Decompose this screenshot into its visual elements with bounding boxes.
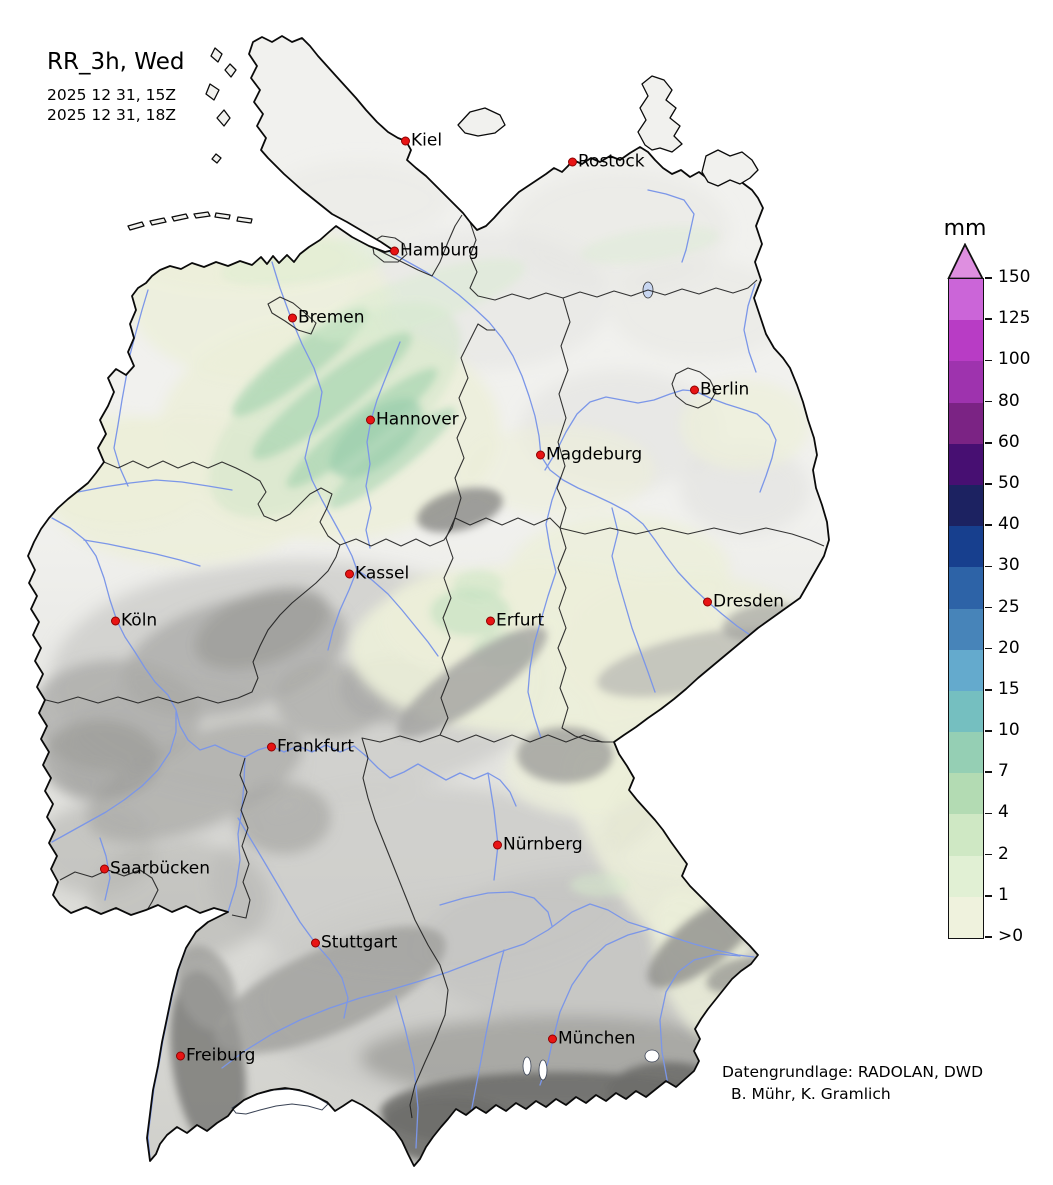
- river-neckar: [237, 817, 349, 1019]
- river-donau: [221, 903, 755, 1069]
- river-lippe: [77, 479, 233, 493]
- river-regnitz: [487, 772, 499, 881]
- map-title: RR_3h, Wed: [47, 49, 185, 75]
- island-ruegen: [637, 75, 683, 153]
- river-saale: [527, 477, 561, 739]
- river-ems: [113, 289, 149, 487]
- colorbar-tick: [985, 277, 992, 279]
- terrain-shading: [28, 160, 829, 1166]
- colorbar-segment: [949, 773, 983, 815]
- colorbar-tick-label: 40: [998, 514, 1020, 535]
- colorbar-tick-label: 30: [998, 555, 1020, 576]
- colorbar-tick-label: 2: [998, 843, 1009, 864]
- colorbar-segment: [949, 279, 983, 321]
- river-altmuehl: [439, 891, 553, 927]
- colorbar-tick: [985, 606, 992, 609]
- colorbar-tick-label: 80: [998, 390, 1020, 411]
- islands: [127, 47, 759, 231]
- colorbar-tick: [985, 483, 992, 485]
- credit-source: Datengrundlage: RADOLAN, DWD: [722, 1063, 984, 1081]
- river-inn: [659, 953, 741, 1086]
- colorbar-tick: [985, 853, 992, 856]
- colorbar-tick: [985, 400, 992, 403]
- river-werra: [356, 569, 439, 657]
- colorbar-overflow-arrow: [947, 243, 984, 279]
- colorbar-tick-label: >0: [998, 926, 1024, 947]
- colorbar-tick: [985, 812, 992, 815]
- colorbar-segment: [949, 814, 983, 856]
- colorbar-tick-label: 15: [998, 679, 1020, 700]
- river-isar: [539, 928, 651, 1086]
- timestamp-to: 2025 12 31, 18Z: [47, 106, 176, 125]
- colorbar-tick-label: 125: [998, 308, 1031, 329]
- river-peene: [647, 189, 695, 263]
- island-usedom: [701, 149, 759, 187]
- colorbar-tick-label: 1: [998, 884, 1009, 905]
- colorbar-segment: [949, 320, 983, 362]
- timestamp-from: 2025 12 31, 15Z: [47, 86, 176, 105]
- colorbar-tick: [985, 359, 992, 362]
- river-ruhr: [83, 539, 201, 567]
- rivers: [51, 189, 777, 1159]
- colorbar-tick-label: 150: [998, 267, 1031, 288]
- river-main: [244, 744, 517, 807]
- island-north-frisian: [205, 47, 237, 127]
- colorbar-tick-label: 50: [998, 473, 1020, 494]
- colorbar-tick: [985, 895, 992, 897]
- river-mosel: [51, 711, 177, 843]
- colorbar-segment: [949, 649, 983, 691]
- colorbar-tick: [985, 318, 992, 320]
- lake-starnberger-see: [538, 1059, 548, 1081]
- colorbar-tick-label: 25: [998, 596, 1020, 617]
- colorbar-segment: [949, 526, 983, 568]
- river-weser: [271, 261, 358, 651]
- colorbar-segment: [949, 608, 983, 650]
- data-credits: Datengrundlage: RADOLAN, DWD B. Mühr, K.…: [722, 1061, 983, 1106]
- river-elbe: [331, 214, 751, 636]
- lake-ammersee: [522, 1056, 532, 1076]
- lake-chiemsee: [644, 1049, 660, 1063]
- colorbar-tick-label: 7: [998, 761, 1009, 782]
- colorbar-unit-label: mm: [943, 216, 987, 241]
- island-helgoland: [211, 153, 222, 164]
- colorbar-segment: [949, 567, 983, 609]
- river-leine: [365, 341, 401, 549]
- colorbar-tick-label: 20: [998, 637, 1020, 658]
- colorbar-tick-label: 60: [998, 431, 1020, 452]
- river-havel-spree: [544, 389, 777, 493]
- colorbar-tick-label: 4: [998, 802, 1009, 823]
- colorbar-tick-label: 10: [998, 720, 1020, 741]
- colorbar-segment: [949, 402, 983, 444]
- colorbar-segment: [949, 443, 983, 485]
- colorbar-tick-label: 100: [998, 349, 1031, 370]
- colorbar-tick: [985, 647, 992, 650]
- colorbar-tick: [985, 730, 992, 732]
- colorbar-tick: [985, 441, 992, 444]
- colorbar-tick: [985, 524, 992, 526]
- colorbar-tick: [985, 771, 992, 774]
- colorbar-arrow-shape: [947, 243, 984, 279]
- river-lech: [469, 949, 505, 1119]
- colorbar-segment: [949, 732, 983, 774]
- colorbar-segment: [949, 484, 983, 527]
- colorbar-scale: [948, 278, 984, 939]
- colorbar-tick: [985, 689, 992, 691]
- river-oder: [743, 283, 757, 373]
- colorbar-segment: [949, 855, 983, 897]
- colorbar-segment: [949, 361, 983, 403]
- colorbar-tick: [985, 565, 992, 568]
- colorbar-segment: [949, 896, 983, 938]
- colorbar-segment: [949, 690, 983, 733]
- island-fehmarn: [457, 107, 506, 137]
- credit-authors: B. Mühr, K. Gramlich: [731, 1085, 891, 1104]
- river-mulde: [611, 507, 656, 693]
- river-iller: [395, 995, 419, 1149]
- island-east-frisian: [127, 211, 253, 231]
- title-block: RR_3h, Wed 2025 12 31, 15Z 2025 12 31, 1…: [47, 49, 185, 126]
- colorbar-tick: [985, 936, 992, 938]
- colorbar: mm 150 125 100 80 60 50 40 30 25 20 15 10 7 4 2 1 >0: [944, 216, 1053, 961]
